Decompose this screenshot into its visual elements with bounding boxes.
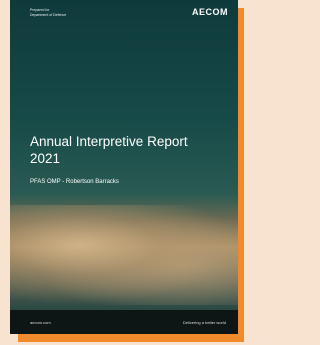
tagline: Delivering a better world bbox=[183, 320, 226, 325]
client: Department of Defence bbox=[30, 13, 66, 17]
prepared-for: Prepared for bbox=[30, 8, 49, 12]
title-year: 2021 bbox=[30, 151, 60, 166]
footer: aecom.com Delivering a better world bbox=[10, 310, 238, 334]
page: Prepared for Department of Defence AECOM… bbox=[0, 0, 246, 345]
title-line: Annual Interpretive Report bbox=[30, 134, 188, 149]
report-cover: Prepared for Department of Defence AECOM… bbox=[10, 0, 238, 334]
logo: AECOM bbox=[192, 7, 228, 17]
website: aecom.com bbox=[30, 320, 51, 325]
aerial-image bbox=[10, 205, 238, 305]
subtitle: PFAS OMP - Robertson Barracks bbox=[30, 179, 119, 185]
